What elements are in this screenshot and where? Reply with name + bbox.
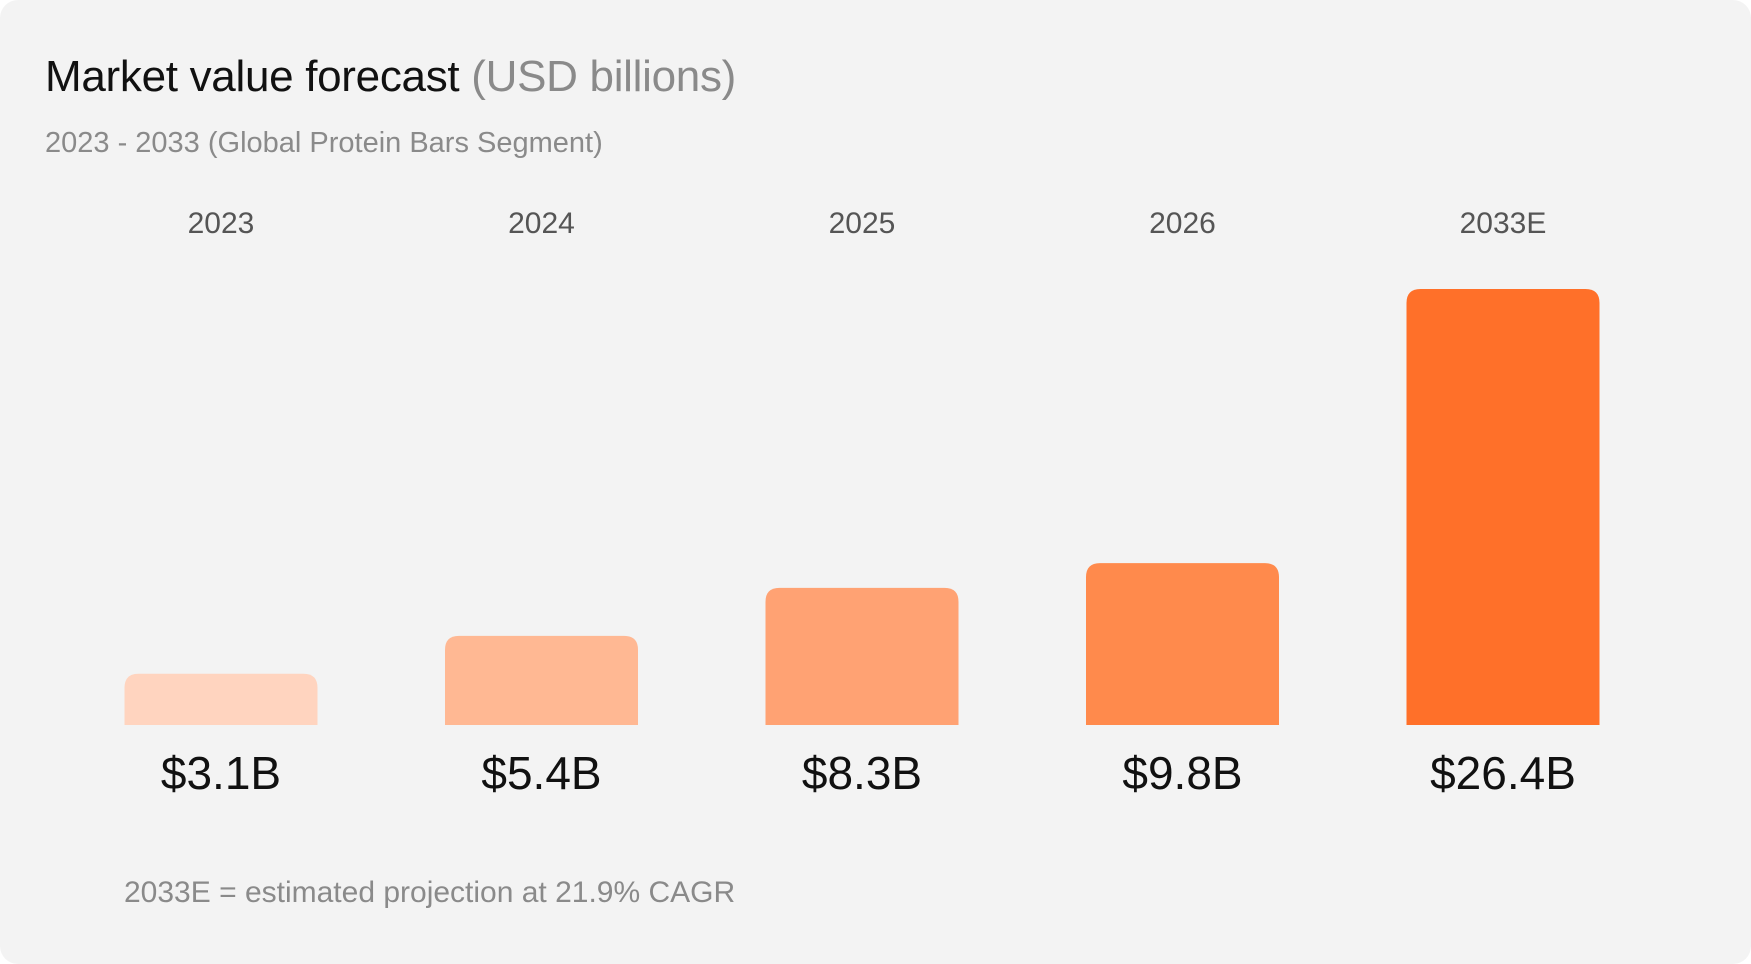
chart-footnote: 2033E = estimated projection at 21.9% CA… <box>124 876 736 909</box>
chart-subtitle: 2023 - 2033 (Global Protein Bars Segment… <box>45 127 603 159</box>
bar-2023 <box>124 673 318 725</box>
category-label: 2024 <box>508 207 575 240</box>
bar-2033e <box>1406 289 1600 725</box>
chart-title-unit: (USD billions) <box>471 52 737 101</box>
value-label: $5.4B <box>481 747 601 799</box>
bar-2024 <box>445 635 638 725</box>
value-label: $26.4B <box>1430 747 1576 799</box>
value-label: $8.3B <box>802 747 922 799</box>
chart-title-main: Market value forecast <box>45 52 460 101</box>
category-label: 2025 <box>829 207 896 240</box>
category-label: 2033E <box>1460 207 1547 240</box>
value-label: $3.1B <box>161 747 281 799</box>
category-label: 2023 <box>188 207 255 240</box>
bar-2025 <box>765 587 959 725</box>
category-label: 2026 <box>1149 207 1216 240</box>
value-label: $9.8B <box>1122 747 1242 799</box>
bar-2026 <box>1086 563 1279 725</box>
chart-title: Market value forecast (USD billions) <box>45 52 736 102</box>
